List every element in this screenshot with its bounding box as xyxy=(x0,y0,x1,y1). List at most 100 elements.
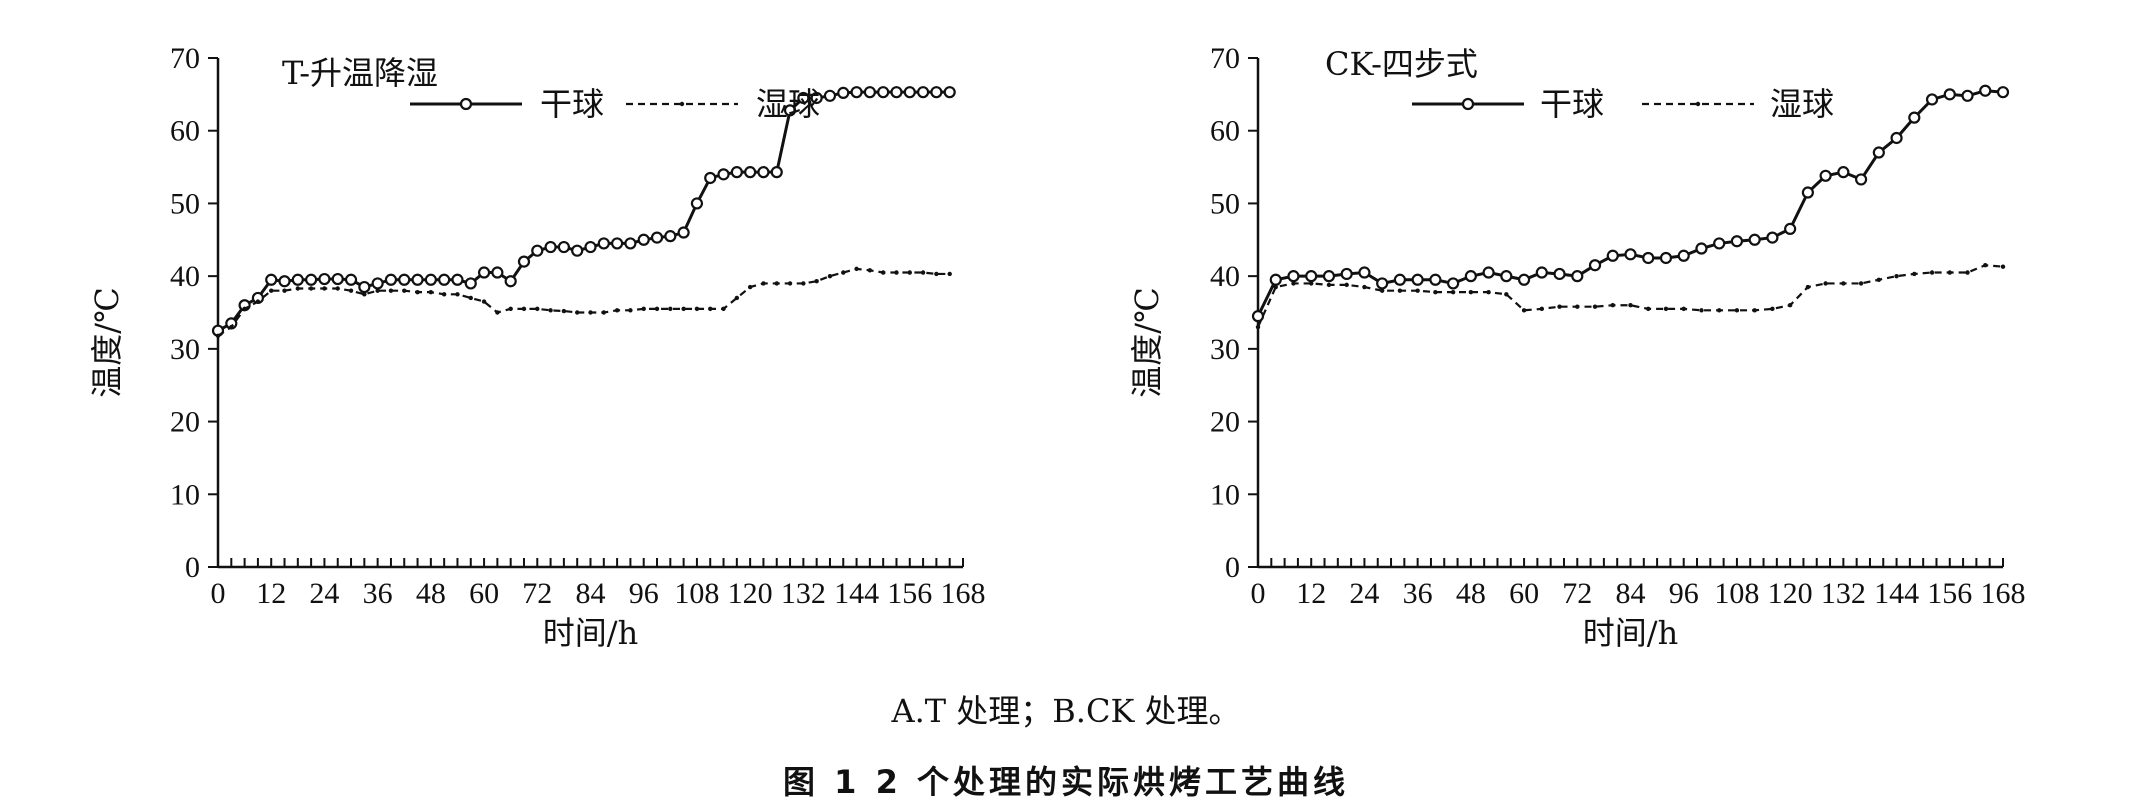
data-point-wet-bulb xyxy=(841,270,846,275)
x-tick-label: 12 xyxy=(256,577,286,610)
data-point-wet-bulb xyxy=(1610,303,1615,308)
data-point-wet-bulb xyxy=(761,281,766,286)
data-point-wet-bulb xyxy=(1468,289,1474,295)
x-axis-title: 时间/h xyxy=(1583,614,1678,652)
data-point-dry-bulb xyxy=(916,86,930,99)
data-point-wet-bulb xyxy=(415,289,420,295)
data-point-wet-bulb xyxy=(1379,288,1385,293)
data-point-wet-bulb xyxy=(1894,273,1899,279)
data-point-wet-bulb xyxy=(1628,303,1633,308)
y-tick-label: 40 xyxy=(170,260,200,293)
data-point-wet-bulb xyxy=(1663,306,1669,312)
data-point-dry-bulb xyxy=(1766,231,1779,244)
chart-panel-b: 0 10 20 30 40 50 60 70 0 12 24 36 48 60 72 84 96 108 120 13… xyxy=(1128,42,2026,652)
data-point-wet-bulb xyxy=(468,295,473,301)
data-point-dry-bulb xyxy=(1482,266,1495,279)
y-tick-label: 0 xyxy=(185,551,200,584)
x-tick-label: 72 xyxy=(1562,577,1592,610)
data-point-dry-bulb xyxy=(1837,166,1850,179)
data-point-wet-bulb xyxy=(2000,264,2006,269)
data-point-wet-bulb xyxy=(801,281,806,286)
data-point-dry-bulb xyxy=(1358,266,1371,279)
data-point-dry-bulb xyxy=(371,277,384,290)
data-point-wet-bulb xyxy=(548,308,553,313)
data-point-wet-bulb xyxy=(295,286,301,291)
data-point-wet-bulb xyxy=(455,292,460,297)
data-point-dry-bulb xyxy=(1872,146,1885,159)
data-point-dry-bulb xyxy=(491,266,504,279)
series-line-dry-bulb xyxy=(1256,89,2004,317)
data-point-wet-bulb xyxy=(1841,281,1846,286)
panel-title: CK-四步式 xyxy=(1325,45,1478,83)
data-point-wet-bulb xyxy=(721,306,726,312)
data-point-wet-bulb xyxy=(854,266,859,272)
data-point-dry-bulb xyxy=(451,273,464,286)
y-tick-label: 40 xyxy=(1210,260,1240,293)
data-point-dry-bulb xyxy=(704,171,717,185)
legend-marker-dry-bulb xyxy=(459,97,473,111)
x-tick-label: 120 xyxy=(728,577,773,610)
legend-label-dry-bulb: 干球 xyxy=(1540,85,1604,123)
data-point-dry-bulb xyxy=(584,240,597,254)
data-point-dry-bulb xyxy=(1854,173,1868,186)
x-tick-label: 108 xyxy=(1714,577,1759,610)
data-point-dry-bulb xyxy=(690,197,704,210)
data-point-dry-bulb xyxy=(877,86,890,99)
y-tick-label: 70 xyxy=(1210,42,1240,75)
data-point-dry-bulb xyxy=(930,86,943,99)
data-point-dry-bulb xyxy=(477,266,491,279)
data-point-dry-bulb xyxy=(1517,273,1531,286)
data-point-wet-bulb xyxy=(1397,288,1403,293)
data-point-wet-bulb xyxy=(1575,304,1580,309)
x-tick-label: 144 xyxy=(1874,577,1919,610)
data-point-wet-bulb xyxy=(1344,282,1349,288)
data-point-wet-bulb xyxy=(681,306,686,312)
data-point-dry-bulb xyxy=(757,166,770,179)
y-tick-label: 30 xyxy=(1210,333,1240,366)
data-point-wet-bulb xyxy=(535,306,540,312)
data-point-wet-bulb xyxy=(1770,306,1775,312)
data-point-dry-bulb xyxy=(1819,169,1832,182)
x-tick-label: 144 xyxy=(834,577,879,610)
data-point-dry-bulb xyxy=(504,275,517,288)
data-point-dry-bulb xyxy=(464,277,477,290)
data-point-wet-bulb xyxy=(255,299,261,304)
y-tick-label: 70 xyxy=(170,42,200,75)
data-point-wet-bulb xyxy=(894,270,899,275)
data-point-wet-bulb xyxy=(641,306,646,312)
data-point-wet-bulb xyxy=(1273,284,1278,290)
x-axis-title: 时间/h xyxy=(543,614,638,652)
x-tick-label: 132 xyxy=(1821,577,1866,610)
data-point-wet-bulb xyxy=(588,310,593,315)
x-tick-label: 132 xyxy=(781,577,826,610)
data-point-wet-bulb xyxy=(1309,281,1314,286)
legend-label-wet-bulb: 湿球 xyxy=(756,85,820,123)
data-point-dry-bulb xyxy=(1251,310,1265,323)
y-tick-label: 50 xyxy=(1210,187,1240,220)
data-point-wet-bulb xyxy=(628,308,633,313)
data-point-wet-bulb xyxy=(1486,289,1491,295)
data-point-dry-bulb xyxy=(557,240,570,254)
data-point-wet-bulb xyxy=(1965,270,1970,275)
data-point-dry-bulb xyxy=(1659,251,1673,265)
data-point-wet-bulb xyxy=(1504,292,1509,297)
x-tick-label: 168 xyxy=(941,577,986,610)
data-point-dry-bulb xyxy=(1624,248,1637,261)
data-point-dry-bulb xyxy=(305,273,318,286)
data-point-dry-bulb xyxy=(1429,273,1442,286)
y-tick-label: 50 xyxy=(170,187,200,220)
data-point-dry-bulb xyxy=(1925,93,1939,106)
legend-label-dry-bulb: 干球 xyxy=(540,85,604,123)
legend: 干球 湿球 xyxy=(1412,85,1834,123)
data-point-dry-bulb xyxy=(1713,237,1726,250)
data-point-wet-bulb xyxy=(1592,304,1598,309)
data-point-dry-bulb xyxy=(890,86,903,99)
data-point-wet-bulb xyxy=(1433,289,1438,295)
legend-marker-dry-bulb xyxy=(1461,97,1475,111)
x-tick-label: 24 xyxy=(1349,577,1379,610)
data-point-dry-bulb xyxy=(624,237,637,250)
series-line-dry-bulb xyxy=(217,90,950,332)
data-point-wet-bulb xyxy=(1858,281,1864,286)
data-point-dry-bulb xyxy=(903,86,916,99)
